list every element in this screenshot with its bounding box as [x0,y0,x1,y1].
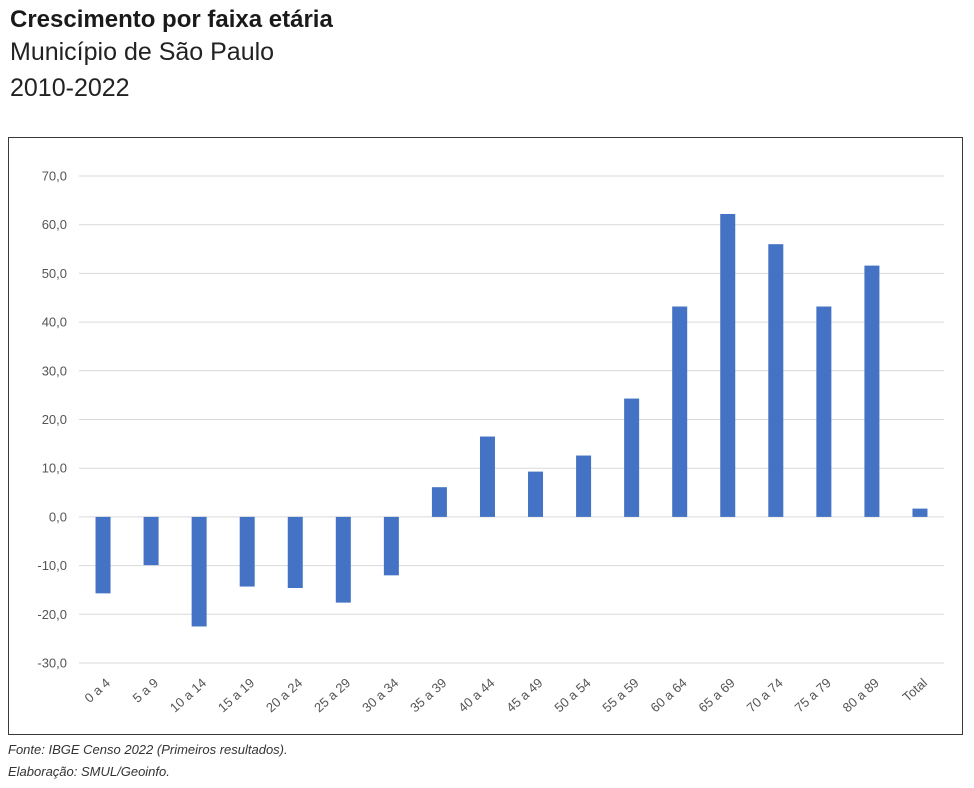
category-label: 5 a 9 [130,675,162,705]
category-label: 75 a 79 [792,675,834,715]
y-tick-label: 0,0 [49,509,67,524]
bar [335,516,351,603]
bar [287,516,303,589]
bar-chart: 70,0 60,0 50,0 40,0 30,0 20,0 10,0 0,0 -10,0 -20,… [37,169,944,715]
y-tick-label: -20,0 [37,607,67,622]
bar [191,516,207,627]
y-tick-label: 20,0 [42,412,67,427]
bar [768,244,784,517]
category-label: 10 a 14 [167,675,209,715]
y-tick-label: 50,0 [42,266,67,281]
category-label: 50 a 54 [551,675,593,715]
category-label: 0 a 4 [82,675,114,705]
category-label: 20 a 24 [263,675,305,715]
bar [672,306,688,517]
y-tick-label: -30,0 [37,656,67,671]
chart-period: 2010-2022 [10,74,130,102]
category-label: 30 a 34 [359,675,401,715]
chart-frame: 70,0 60,0 50,0 40,0 30,0 20,0 10,0 0,0 -10,0 -20,… [8,137,963,735]
bar [383,516,399,576]
category-label: 45 a 49 [503,675,545,715]
y-tick-label: 40,0 [42,315,67,330]
category-label: Total [900,675,931,705]
y-tick-label: 30,0 [42,363,67,378]
y-tick-label: 70,0 [42,169,67,184]
bar [720,213,736,517]
chart-title: Crescimento por faixa etária [10,6,333,33]
credits-note: Elaboração: SMUL/Geoinfo. [8,764,170,779]
category-label: 70 a 74 [744,675,786,715]
source-note: Fonte: IBGE Censo 2022 (Primeiros result… [8,742,288,757]
bar [528,471,544,517]
bar [624,398,640,517]
bar [479,436,495,517]
category-label: 40 a 44 [455,675,497,715]
bar [864,265,880,517]
bar [912,508,928,517]
category-label: 55 a 59 [599,675,641,715]
bar [576,455,592,517]
y-tick-label: -10,0 [37,558,67,573]
bar [816,306,832,517]
y-tick-label: 60,0 [42,217,67,232]
bar [431,487,447,517]
category-label: 35 a 39 [407,675,449,715]
chart-subtitle: Município de São Paulo [10,38,275,66]
bar [239,516,255,587]
category-label: 80 a 89 [840,675,882,715]
bar [143,516,159,566]
category-label: 25 a 29 [311,675,353,715]
category-label: 65 a 69 [695,675,737,715]
y-tick-label: 10,0 [42,461,67,476]
category-label: 60 a 64 [647,675,689,715]
bar [95,516,111,594]
category-label: 15 a 19 [215,675,257,715]
